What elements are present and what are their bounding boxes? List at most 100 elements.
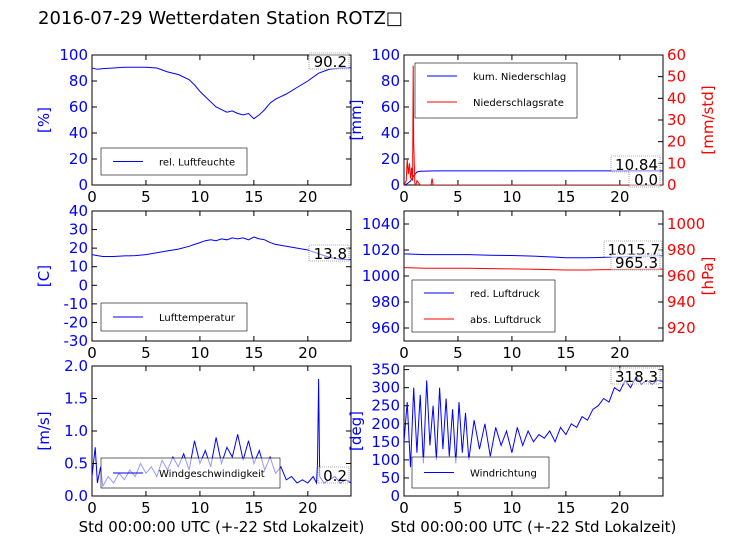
- value-annotation: 10.84: [615, 156, 658, 174]
- y-tick-label: -10: [64, 295, 89, 313]
- y-tick-label: 60: [381, 98, 400, 116]
- legend-entry: Niederschlagsrate: [473, 98, 564, 109]
- series-line: [92, 236, 351, 261]
- y-tick-label: 1000: [362, 267, 400, 285]
- y-axis-label: [deg]: [347, 411, 365, 451]
- y-tick-label-right: 50: [667, 68, 686, 86]
- y-tick-label-right: 60: [667, 46, 686, 64]
- y-tick-label: 0: [390, 176, 400, 194]
- page-title: 2016-07-29 Wetterdaten Station ROTZ□: [38, 8, 403, 29]
- y-tick-label: 20: [69, 150, 88, 168]
- chart-panel: 0 5 10 15 20 0 20 40 60 80 100 0 10 20 30 40 50 60 [mm] [mm…: [347, 46, 717, 206]
- y-tick-label: -20: [64, 313, 89, 331]
- y-tick-label: 200: [371, 415, 400, 433]
- x-tick-label: 10: [502, 344, 521, 362]
- chart-panel: 0 5 10 15 20 0 20 40 60 80 100 [%] rel. Luftfeuchte 9…: [35, 46, 352, 206]
- value-annotation-box: [610, 367, 661, 385]
- x-tick-label: 5: [453, 344, 463, 362]
- value-annotation-box: [610, 253, 661, 271]
- series-line: [92, 66, 351, 120]
- x-tick-label: 20: [298, 499, 317, 517]
- value-annotation: 90.2: [314, 53, 347, 71]
- x-tick-label: 15: [244, 499, 263, 517]
- value-annotation-box: [317, 466, 350, 484]
- y-tick-label: 50: [381, 469, 400, 487]
- value-annotation-box: [308, 244, 350, 262]
- legend-entry: kum. Niederschlag: [473, 72, 566, 83]
- x-tick-label: 15: [556, 188, 575, 206]
- legend-box: [414, 62, 578, 119]
- y-tick-label: 0.0: [64, 487, 88, 505]
- value-annotation: 0.2: [323, 467, 347, 485]
- y-tick-label: 10: [69, 258, 88, 276]
- x-tick-label: 15: [556, 499, 575, 517]
- legend-entry: red. Luftdruck: [470, 289, 540, 300]
- y-tick-label-right: 30: [667, 111, 686, 129]
- y-tick-label: 0.5: [64, 455, 88, 473]
- y-tick-label: 30: [69, 221, 88, 239]
- y-tick-label: 1.5: [64, 390, 88, 408]
- x-tick-label: 10: [502, 499, 521, 517]
- x-tick-label: 0: [87, 344, 97, 362]
- x-tick-label: 0: [399, 188, 409, 206]
- x-axis-label: Std 00:00:00 UTC (+-22 Std Lokalzeit): [391, 518, 677, 536]
- x-tick-label: 20: [610, 499, 629, 517]
- x-tick-label: 5: [141, 499, 151, 517]
- x-tick-label: 0: [399, 499, 409, 517]
- x-tick-label: 0: [87, 188, 97, 206]
- series-line: [404, 375, 663, 468]
- value-annotation: 965.3: [615, 254, 658, 272]
- x-tick-label: 5: [141, 188, 151, 206]
- legend-entry: Windrichtung: [470, 469, 537, 480]
- x-tick-label: 10: [190, 499, 209, 517]
- y-tick-label: 40: [381, 124, 400, 142]
- y-tick-label: 60: [69, 98, 88, 116]
- x-tick-label: 20: [610, 344, 629, 362]
- y-tick-label: 40: [69, 202, 88, 220]
- x-tick-label: 20: [298, 344, 317, 362]
- x-tick-label: 0: [399, 344, 409, 362]
- y-tick-label-right: 1000: [667, 215, 705, 233]
- y-tick-label: 100: [371, 46, 400, 64]
- y-tick-label: 150: [371, 433, 400, 451]
- x-tick-label: 15: [556, 344, 575, 362]
- y-tick-label-right: 10: [667, 154, 686, 172]
- y-tick-label: 20: [381, 150, 400, 168]
- x-tick-label: 20: [298, 188, 317, 206]
- y-axis-label-right: [mm/std]: [699, 85, 717, 154]
- y-tick-label: 300: [371, 379, 400, 397]
- series-line: [404, 65, 663, 185]
- legend-entry: Windgeschwindigkeit: [159, 469, 265, 480]
- y-axis-label-right: [hPa]: [699, 257, 717, 296]
- y-tick-label: 350: [371, 361, 400, 379]
- y-axis-label: [m/s]: [35, 411, 53, 450]
- x-tick-label: 10: [502, 188, 521, 206]
- y-tick-label-right: 960: [667, 267, 696, 285]
- legend-box: [411, 279, 556, 333]
- series-line: [404, 170, 663, 185]
- chart-panel: 0 5 10 15 20-30-20-10010203040[C]Lufttempera…: [35, 202, 352, 362]
- x-tick-label: 0: [87, 499, 97, 517]
- y-tick-label: 1040: [362, 215, 400, 233]
- y-tick-label: 40: [69, 124, 88, 142]
- y-tick-label-right: 0: [667, 176, 677, 194]
- y-tick-label: 250: [371, 397, 400, 415]
- y-tick-label: -30: [64, 332, 89, 350]
- x-tick-label: 5: [141, 344, 151, 362]
- y-tick-label: 1.0: [64, 422, 88, 440]
- chart-panel: 0 5 10 15 20 0.0 0.5 1.0 1.5 2.0 [m/s] Std 00:00:00…: [35, 357, 364, 536]
- y-tick-label: 20: [69, 239, 88, 257]
- y-tick-label: 980: [371, 293, 400, 311]
- x-tick-label: 15: [244, 188, 263, 206]
- x-tick-label: 10: [190, 344, 209, 362]
- y-tick-label: 0: [78, 176, 88, 194]
- x-tick-label: 20: [610, 188, 629, 206]
- x-axis-label: Std 00:00:00 UTC (+-22 Std Lokalzeit): [79, 518, 365, 536]
- y-axis-label: [mm]: [347, 100, 365, 141]
- y-axis-label: [C]: [35, 265, 53, 287]
- value-annotation-box: [628, 170, 661, 188]
- y-axis-label: [%]: [35, 107, 53, 133]
